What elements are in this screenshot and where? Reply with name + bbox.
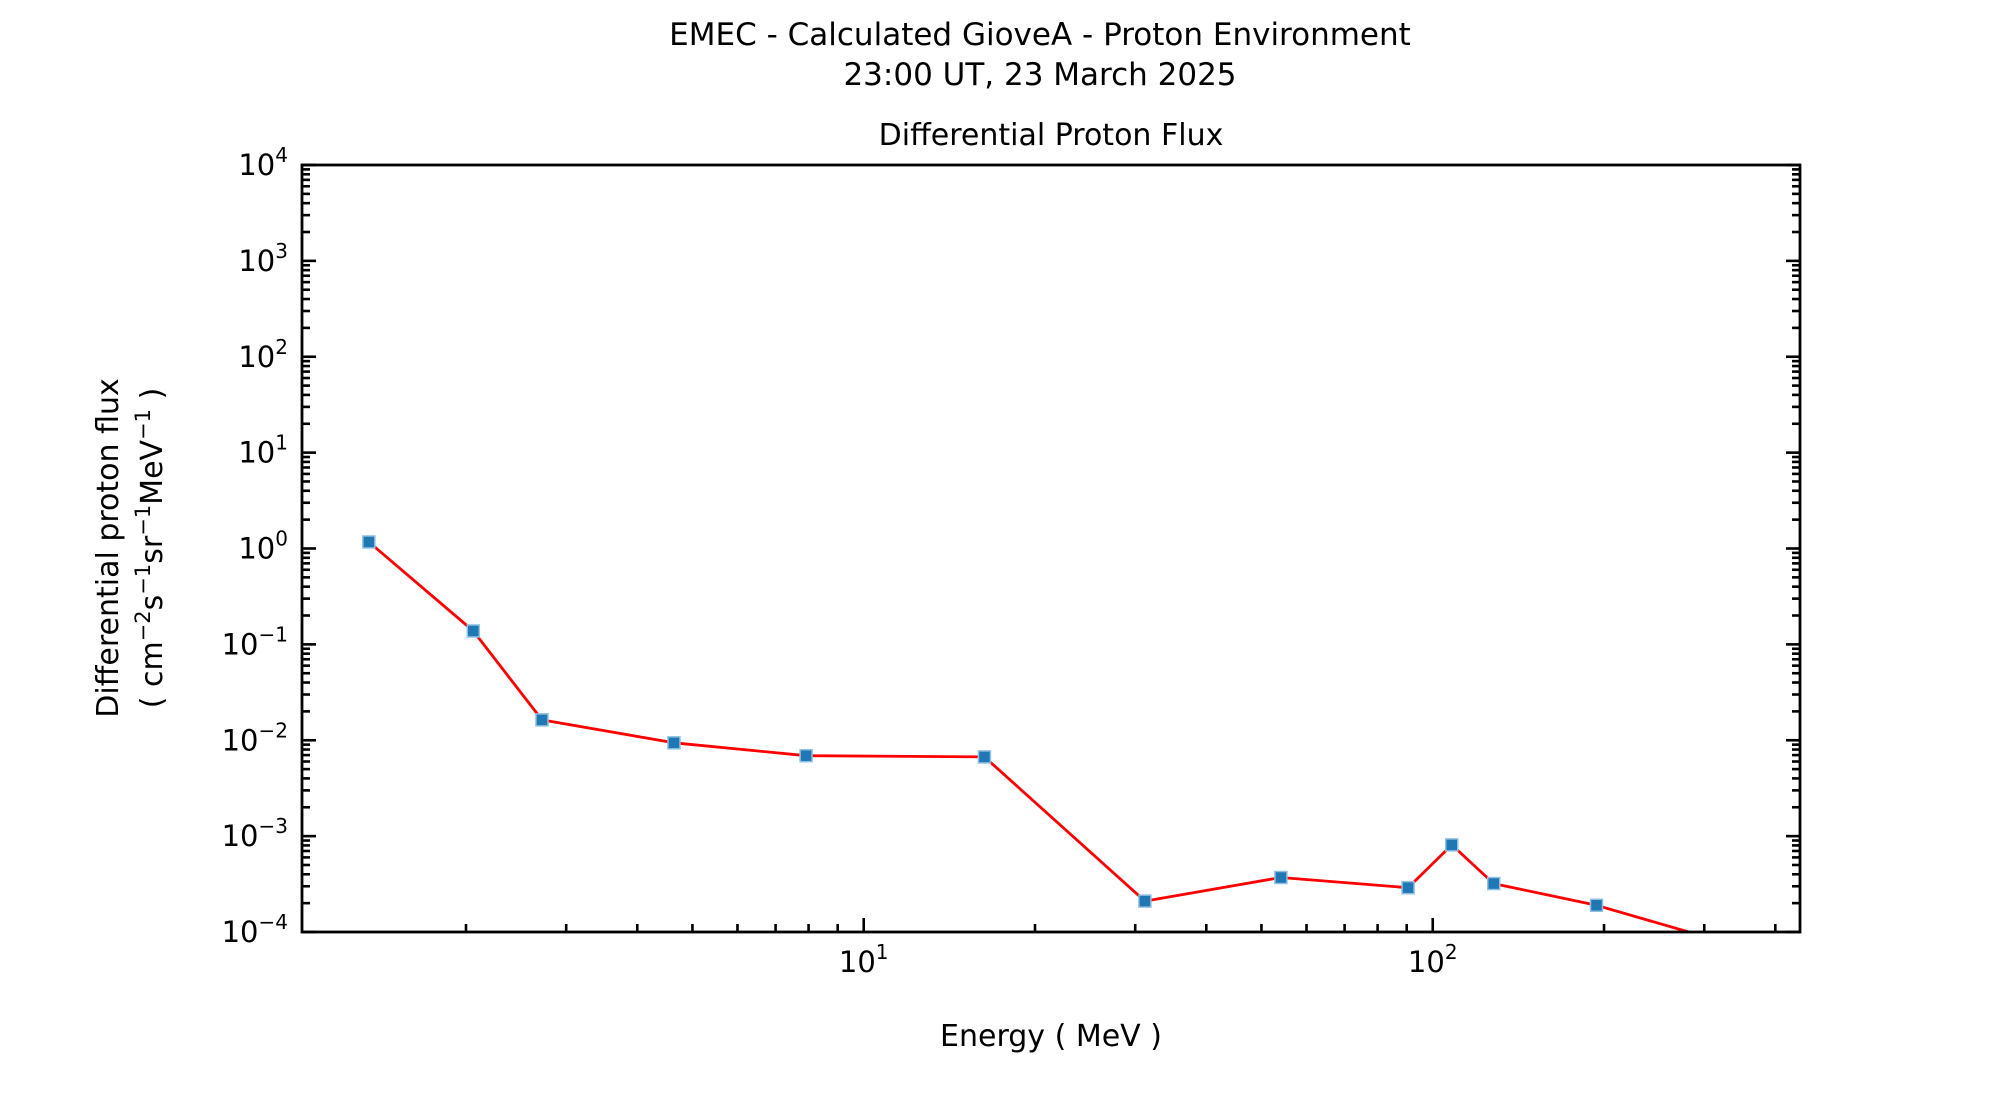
data-point-marker	[362, 535, 376, 549]
y-tick-label: 10−4	[222, 910, 288, 949]
y-tick-label: 10−3	[222, 814, 288, 853]
axis-tick-labels: 101 102 10−4 10−3 10−2 10−1 100 101 102 103 104	[222, 143, 1458, 979]
axes-title: Differential Proton Flux	[879, 118, 1224, 153]
y-tick-label: 10−2	[222, 718, 288, 757]
y-tick-label: 101	[238, 431, 288, 470]
data-point-marker	[1401, 880, 1415, 895]
plot-border	[300, 163, 1802, 934]
y-tick-label: 100	[238, 527, 288, 566]
suptitle-line2: 23:00 UT, 23 March 2025	[843, 57, 1236, 93]
data-point-marker	[466, 624, 481, 638]
x-axis-label: Energy ( MeV )	[940, 1019, 1162, 1054]
data-point-marker	[1589, 898, 1604, 913]
data-series	[362, 535, 1694, 932]
y-tick-label: 104	[238, 143, 288, 182]
y-tick-label: 103	[238, 239, 288, 278]
data-point-marker	[799, 748, 813, 763]
x-tick-label: 101	[839, 940, 889, 979]
data-point-marker	[1274, 870, 1288, 885]
data-point-marker	[1486, 876, 1501, 891]
y-tick-label: 10−1	[222, 622, 288, 661]
y-axis-label-line2: ( cm−2s−1sr−1MeV−1 )	[131, 388, 170, 709]
data-point-marker	[667, 736, 681, 750]
suptitle-line1: EMEC - Calculated GioveA - Proton Enviro…	[669, 17, 1411, 53]
y-axis-label-line1: Differential proton flux	[91, 378, 126, 717]
data-point-marker	[977, 750, 992, 764]
x-tick-label: 102	[1408, 940, 1458, 979]
data-point-marker	[1138, 894, 1152, 908]
data-point-marker	[535, 713, 549, 727]
y-tick-label: 102	[238, 335, 288, 374]
data-point-marker	[1445, 838, 1459, 852]
